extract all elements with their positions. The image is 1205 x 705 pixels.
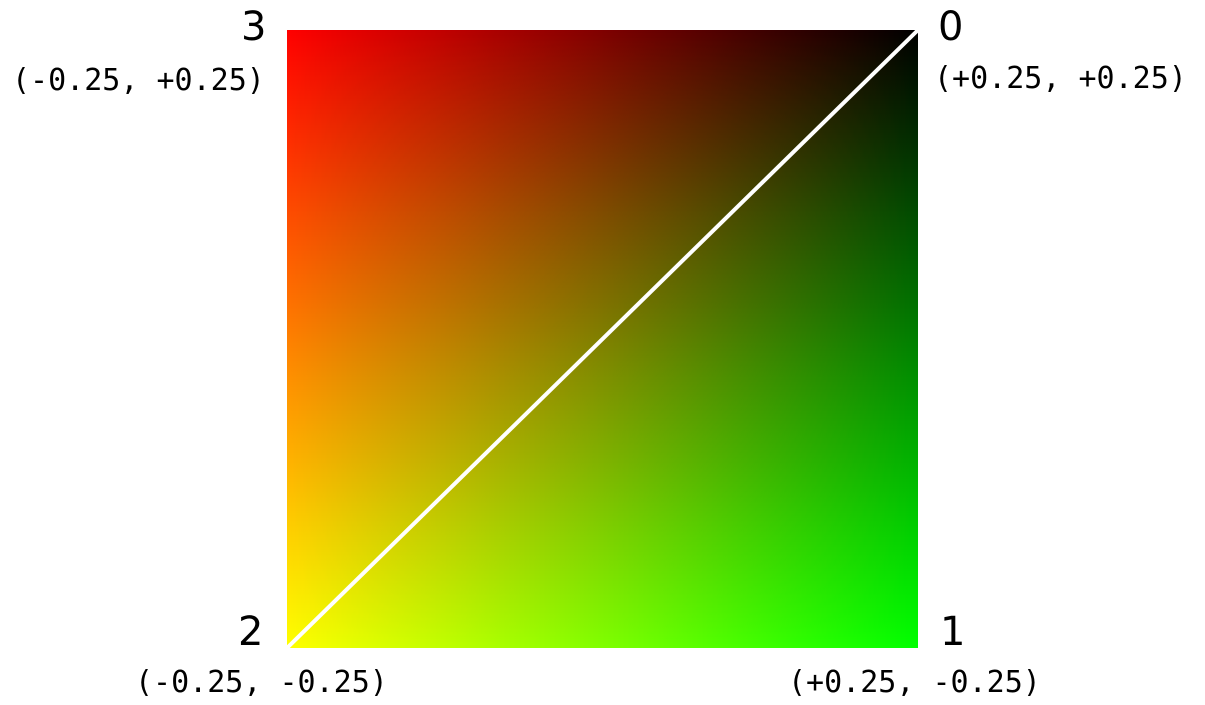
vertex-1-index: 1 — [940, 609, 965, 655]
vertex-0-coord: (+0.25, +0.25) — [934, 61, 1187, 96]
vertex-2-index: 2 — [238, 609, 263, 655]
vertex-2-coord: (-0.25, -0.25) — [135, 665, 388, 700]
vertex-3-coord: (-0.25, +0.25) — [12, 63, 265, 98]
vertex-3-index: 3 — [241, 4, 266, 50]
vertex-0-index: 0 — [938, 4, 963, 50]
diagonal-line — [285, 28, 920, 650]
vertex-1-coord: (+0.25, -0.25) — [788, 665, 1041, 700]
